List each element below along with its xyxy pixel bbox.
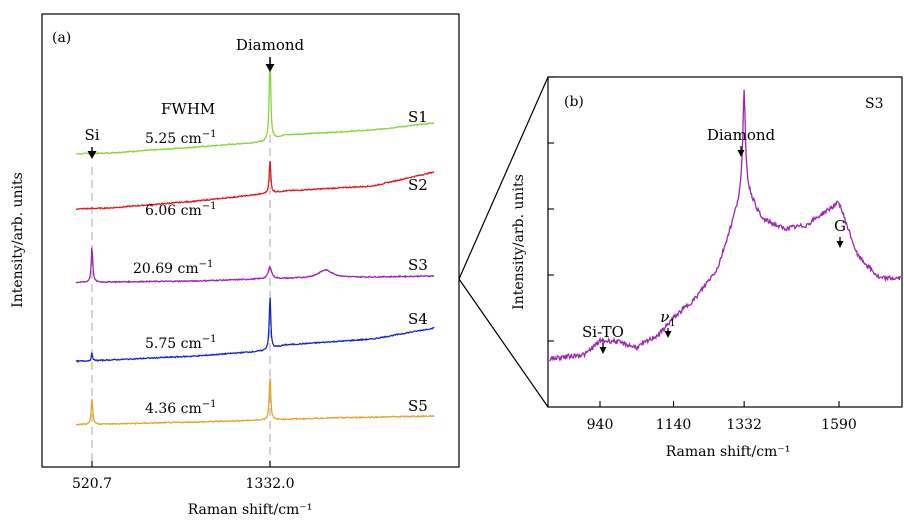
- panel-a-x-axis-label-text: Raman shift/cm⁻¹: [188, 502, 313, 518]
- panel-b-frame: [547, 76, 903, 408]
- panel-b-x-tick-label: 1332: [726, 417, 762, 433]
- fwhm-s5: 4.36 cm−1: [145, 399, 217, 417]
- panel-b: (b) S3 940 1140 1332 1590 Si-TO ν1 Diamond …: [511, 76, 903, 460]
- panel-b-series: [549, 89, 901, 362]
- panel-b-x-ticks: 940 1140 1332 1590: [587, 401, 857, 433]
- series-s2-line: [75, 160, 435, 211]
- panel-b-x-tick-label: 1590: [821, 417, 857, 433]
- diamond-arrow-head: [265, 64, 275, 72]
- fwhm-value: 5.25 cm: [145, 131, 202, 147]
- panel-b-x-tick-label: 940: [587, 417, 614, 433]
- series-s5-line: [75, 378, 435, 426]
- fwhm-unit-exponent: −1: [199, 259, 214, 270]
- si-arrow-head: [87, 151, 97, 159]
- fwhm-s2: 6.06 cm−1: [145, 201, 217, 219]
- si-to-annotation: Si-TO: [582, 323, 624, 341]
- fwhm-value: 5.75 cm: [145, 336, 202, 352]
- panel-a-x-tick-label: 520.7: [72, 476, 112, 492]
- panel-a-y-axis-label: Intensity/arb. units: [10, 172, 26, 308]
- panel-a-series: [75, 57, 435, 426]
- panel-b-y-axis-label: Intensity/arb. units: [511, 174, 527, 310]
- series-s2-label: S2: [408, 176, 428, 194]
- panel-b-sample-label: S3: [865, 96, 884, 112]
- fwhm-header: FWHM: [161, 100, 215, 118]
- fwhm-unit-exponent: −1: [202, 201, 217, 212]
- diamond-b-arrow-head: [737, 150, 745, 157]
- si-to-arrow-head: [599, 347, 607, 354]
- series-s4-label: S4: [408, 310, 428, 328]
- fwhm-unit-exponent: −1: [202, 129, 217, 140]
- fwhm-s1: 5.25 cm−1: [145, 129, 217, 147]
- g-arrow-head: [836, 241, 844, 248]
- fwhm-value: 20.69 cm: [133, 261, 199, 277]
- sample-labels: S1 S2 S3 S4 S5: [408, 108, 428, 415]
- fwhm-s3: 20.69 cm−1: [133, 259, 213, 277]
- panel-b-x-tick-label: 1140: [656, 417, 692, 433]
- fwhm-labels: 5.25 cm−16.06 cm−120.69 cm−15.75 cm−14.3…: [133, 129, 217, 417]
- series-s1-line: [75, 57, 435, 155]
- zoom-connector-bottom: [458, 278, 549, 408]
- nu1-arrow-head: [664, 331, 672, 338]
- fwhm-unit-exponent: −1: [202, 334, 217, 345]
- nu1-annotation: ν1: [660, 308, 676, 329]
- g-annotation: G: [834, 217, 846, 235]
- series-s3-label: S3: [408, 256, 428, 274]
- fwhm-unit-exponent: −1: [202, 399, 217, 410]
- panel-a-x-tick-label: 1332.0: [246, 476, 295, 492]
- panel-b-y-ticks: [548, 76, 554, 342]
- panel-b-label: (b): [564, 94, 584, 110]
- fwhm-value: 4.36 cm: [145, 401, 202, 417]
- panel-a: (a) Diamond Si FWHM 5.25 cm−16.06 cm−120…: [10, 13, 460, 518]
- diamond-b-annotation: Diamond: [707, 126, 776, 144]
- series-s4-line: [75, 297, 435, 364]
- zoom-connector-top: [458, 76, 549, 280]
- nu-subscript: 1: [669, 318, 675, 329]
- panel-a-x-axis-label: Raman shift/cm⁻¹: [188, 502, 313, 518]
- diamond-annotation: Diamond: [236, 36, 305, 54]
- fwhm-value: 6.06 cm: [145, 203, 202, 219]
- series-s3-line: [75, 247, 435, 284]
- si-annotation: Si: [84, 126, 99, 144]
- fwhm-s4: 5.75 cm−1: [145, 334, 217, 352]
- panel-a-label: (a): [52, 30, 71, 46]
- series-s5-label: S5: [408, 397, 428, 415]
- nu-symbol: ν: [660, 308, 669, 326]
- panel-b-x-axis-label: Raman shift/cm⁻¹: [666, 444, 791, 460]
- panel-a-x-ticks: 520.7 1332.0: [72, 461, 295, 492]
- panel-b-x-axis-label-text: Raman shift/cm⁻¹: [666, 444, 791, 460]
- series-s1-label: S1: [408, 108, 428, 126]
- panel-a-frame: [41, 13, 460, 468]
- series-s3-zoom-line: [549, 89, 901, 362]
